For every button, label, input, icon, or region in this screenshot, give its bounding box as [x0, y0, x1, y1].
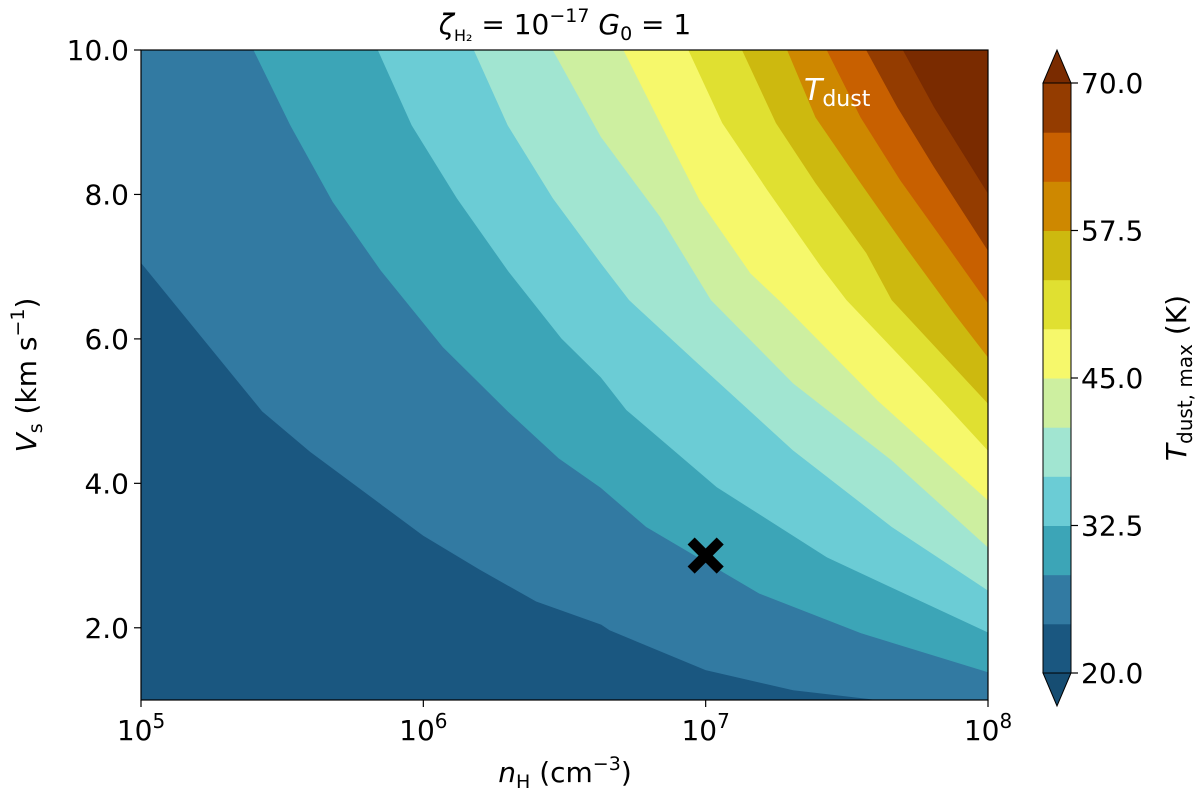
x-marker-icon: [687, 537, 724, 574]
y-axis: 2.0 4.0 6.0 8.0 10.0: [67, 34, 141, 645]
colorbar: 20.0 32.5 45.0 57.5 70.0: [1042, 48, 1143, 708]
y-tick-label: 10.0: [67, 34, 129, 67]
x-axis-label: nH (cm−3): [498, 753, 632, 793]
colorbar-tick-label: 32.5: [1081, 510, 1143, 543]
y-tick-label: 2.0: [84, 612, 129, 645]
y-tick-label: 4.0: [84, 467, 129, 500]
colorbar-segment-11: [1043, 83, 1071, 133]
colorbar-segment-0: [1043, 623, 1071, 674]
colorbar-tick-label: 57.5: [1081, 215, 1143, 248]
x-axis: 105 106 107 108: [117, 700, 1012, 747]
y-tick-label: 6.0: [84, 323, 129, 356]
x-tick-label: 108: [964, 709, 1012, 747]
colorbar-segment-3: [1043, 476, 1071, 526]
colorbar-segment-9: [1043, 181, 1071, 231]
colorbar-extend-max: [1042, 48, 1072, 84]
colorbar-segment-5: [1043, 378, 1071, 428]
colorbar-extend-min: [1042, 672, 1072, 708]
colorbar-segment-4: [1043, 427, 1071, 477]
plot-frame: [140, 49, 989, 701]
x-tick-label: 107: [681, 709, 729, 747]
model-marker: [687, 537, 724, 574]
colorbar-label: Tdust, max (K): [1160, 295, 1197, 461]
colorbar-segment-7: [1043, 279, 1071, 330]
y-axis-label: Vs (km s−1): [7, 298, 47, 453]
annotation-tdust: Tdust: [804, 73, 871, 112]
colorbar-segment-8: [1043, 230, 1071, 281]
y-tick-label: 8.0: [84, 178, 129, 211]
colorbar-segment-1: [1043, 574, 1071, 625]
chart-title: ζH₂ = 10−17 G0 = 1: [438, 5, 691, 45]
colorbar-tick-label: 70.0: [1081, 67, 1143, 100]
colorbar-segment-2: [1043, 525, 1071, 576]
colorbar-tick-label: 20.0: [1081, 657, 1143, 690]
colorbar-segment-10: [1043, 132, 1071, 182]
colorbar-tick-label: 45.0: [1081, 362, 1143, 395]
contour-band-12: [902, 50, 988, 194]
colorbar-segment-6: [1043, 328, 1071, 379]
contour-bands: [141, 50, 988, 700]
x-tick-label: 105: [117, 709, 165, 747]
x-tick-label: 106: [399, 709, 447, 747]
